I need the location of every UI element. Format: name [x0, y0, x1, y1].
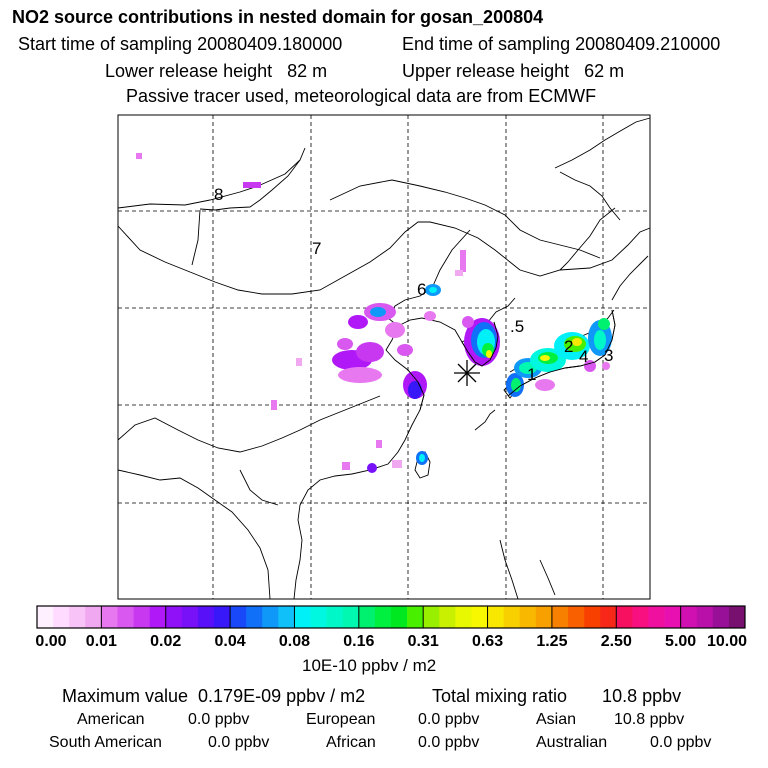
- end-time-label: End time of sampling 20080409.210000: [402, 34, 721, 54]
- colorbar-cell: [294, 606, 311, 628]
- colorbar-cell: [503, 606, 521, 628]
- lat-lon-grid: [118, 115, 650, 599]
- region-value: 0.0 ppbv: [188, 711, 250, 728]
- page-title: NO2 source contributions in nested domai…: [12, 7, 544, 27]
- upper-release-label: Upper release height 62 m: [402, 61, 625, 81]
- region-name: South American: [49, 734, 162, 751]
- region-name: African: [326, 734, 376, 751]
- region-label: 1: [527, 365, 536, 384]
- colorbar-tick-label: 0.02: [150, 633, 182, 650]
- colorbar-cell: [423, 606, 440, 628]
- region-value: 0.0 ppbv: [208, 734, 270, 751]
- colorbar-tick-label: 1.25: [536, 633, 568, 650]
- colorbar-cell: [696, 606, 714, 628]
- colorbar-outline: [36, 605, 746, 629]
- colorbar-cell: [69, 606, 86, 628]
- colorbar-cell: [648, 606, 665, 628]
- colorbar-cells: [36, 606, 746, 628]
- colorbar-tick-label: 0.16: [343, 633, 375, 650]
- colorbar-cell: [535, 606, 553, 628]
- colorbar-cell: [37, 606, 54, 628]
- colorbar-cell: [197, 606, 215, 628]
- colorbar: [36, 605, 746, 629]
- colorbar-cell: [214, 606, 231, 628]
- coastline-overlay: [407, 309, 616, 411]
- total-mixing-label: Total mixing ratio 10.8 ppbv: [432, 686, 682, 706]
- colorbar-cell: [728, 606, 746, 628]
- colorbar-cell: [230, 606, 247, 628]
- colorbar-cell: [149, 606, 167, 628]
- colorbar-tick-label: 0.31: [407, 633, 439, 650]
- colorbar-cell: [181, 606, 199, 628]
- colorbar-cell: [117, 606, 134, 628]
- colorbar-tick-label: 5.00: [665, 633, 697, 650]
- lower-release-label: Lower release height 82 m: [105, 61, 328, 81]
- colorbar-cell: [519, 606, 537, 628]
- colorbar-cell: [632, 606, 649, 628]
- region-label: 2: [564, 337, 573, 356]
- colorbar-cell: [455, 606, 472, 628]
- region-name: Asian: [536, 711, 577, 728]
- asterisk-icon: [454, 360, 480, 386]
- max-value-label: Maximum value 0.179E-09 ppbv / m2: [62, 686, 366, 706]
- colorbar-cell: [471, 606, 488, 628]
- colorbar-cell: [53, 606, 70, 628]
- colorbar-tick-label: 0.04: [214, 633, 246, 650]
- colorbar-cell: [600, 606, 617, 628]
- colorbar-cell: [133, 606, 150, 628]
- colorbar-cell: [664, 606, 681, 628]
- region-label: .5: [510, 317, 524, 336]
- colorbar-tick-label: 10.00: [706, 633, 748, 650]
- colorbar-cell: [439, 606, 456, 628]
- colorbar-cell: [584, 606, 601, 628]
- region-label: 6: [417, 280, 426, 299]
- colorbar-cell: [246, 606, 263, 628]
- colorbar-cell: [568, 606, 585, 628]
- colorbar-cell: [278, 606, 295, 628]
- colorbar-cell: [165, 606, 183, 628]
- region-name: European: [306, 711, 376, 728]
- colorbar-cell: [310, 606, 327, 628]
- colorbar-tick-label: 0.01: [85, 633, 117, 650]
- colorbar-tick-label: 0.00: [35, 633, 67, 650]
- colorbar-cell: [616, 606, 633, 628]
- colorbar-cell: [391, 606, 408, 628]
- region-label: 3: [604, 346, 613, 365]
- region-name: Australian: [536, 734, 608, 751]
- region-value: 0.0 ppbv: [418, 734, 480, 751]
- colorbar-cell: [407, 606, 424, 628]
- colorbar-cell: [101, 606, 118, 628]
- colorbar-cell: [262, 606, 279, 628]
- region-label: 8: [214, 185, 223, 204]
- colorbar-cell: [487, 606, 504, 628]
- colorbar-cell: [712, 606, 730, 628]
- colorbar-unit: 10E-10 ppbv / m2: [302, 656, 437, 675]
- colorbar-tick-label: 0.63: [471, 633, 504, 650]
- concentration-field: [136, 153, 612, 473]
- colorbar-cell: [551, 606, 569, 628]
- region-name: American: [77, 711, 145, 728]
- colorbar-tick-label: 2.50: [600, 633, 632, 650]
- region-label: 4: [579, 347, 588, 366]
- start-time-label: Start time of sampling 20080409.180000: [18, 34, 343, 54]
- colorbar-cell: [342, 606, 360, 628]
- colorbar-cell: [358, 606, 376, 628]
- region-value: 0.0 ppbv: [418, 711, 480, 728]
- region-value: 0.0 ppbv: [650, 734, 712, 751]
- region-value: 10.8 ppbv: [614, 711, 685, 728]
- colorbar-cell: [326, 606, 344, 628]
- tracer-note: Passive tracer used, meteorological data…: [126, 86, 597, 106]
- colorbar-cell: [374, 606, 392, 628]
- region-label: 7: [312, 239, 321, 258]
- colorbar-cell: [85, 606, 102, 628]
- colorbar-tick-label: 0.08: [278, 633, 311, 650]
- colorbar-cell: [680, 606, 698, 628]
